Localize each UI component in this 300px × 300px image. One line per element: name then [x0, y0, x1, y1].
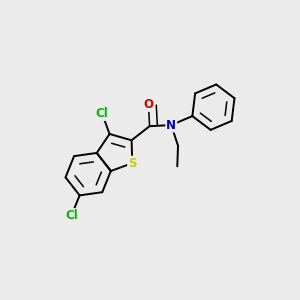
Text: N: N [166, 118, 176, 132]
Text: O: O [143, 98, 153, 111]
Text: Cl: Cl [65, 209, 78, 222]
Text: Cl: Cl [96, 107, 109, 120]
Text: S: S [128, 157, 136, 170]
